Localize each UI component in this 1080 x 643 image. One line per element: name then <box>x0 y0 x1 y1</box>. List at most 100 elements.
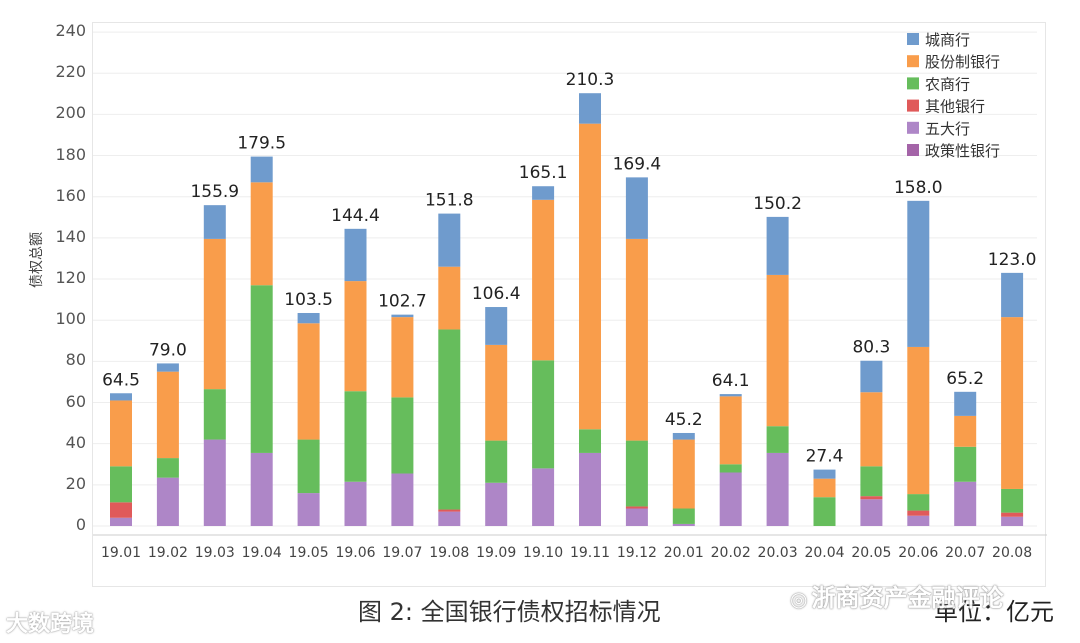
bar-segment <box>766 274 789 427</box>
bar-segment <box>860 499 883 526</box>
wechat-icon: ◎ <box>790 587 808 611</box>
bar-segment <box>625 177 648 239</box>
bar-segment <box>532 199 555 361</box>
x-tick-label: 19.03 <box>195 545 235 561</box>
bar-segment <box>344 281 367 392</box>
bar-total-label: 210.3 <box>566 70 615 90</box>
bar-segment <box>438 266 461 330</box>
bar-segment <box>391 314 414 318</box>
x-tick-label: 19.09 <box>476 545 516 561</box>
bar-segment <box>110 393 132 401</box>
y-tick-label: 0 <box>75 515 86 534</box>
bar-segment <box>203 389 226 440</box>
x-tick-label: 19.06 <box>335 545 375 561</box>
legend-swatch <box>907 144 919 156</box>
bar-segment <box>813 497 836 526</box>
bar-segment <box>907 510 930 516</box>
bar-segment <box>672 508 695 524</box>
data-labels: 64.5 19.01 79.0 19.02 155.9 19.03 179.5 19.04 10… <box>101 70 1036 561</box>
bar-total-label: 165.1 <box>519 163 568 183</box>
x-tick-label: 19.10 <box>523 545 563 561</box>
bar-segment <box>579 93 601 124</box>
x-tick-label: 20.05 <box>851 545 891 561</box>
bar-segment <box>438 509 461 512</box>
bar-segment <box>625 508 648 526</box>
bar-segment <box>156 363 179 372</box>
bar-segment <box>250 452 273 526</box>
bar-segment <box>954 391 977 416</box>
y-tick-label: 220 <box>55 62 86 82</box>
bar-segment <box>438 329 461 510</box>
y-tick-label: 160 <box>55 185 86 205</box>
bar-total-label: 65.2 <box>946 369 984 389</box>
bar-segment <box>297 312 320 324</box>
y-tick-label: 80 <box>65 350 86 370</box>
bar-segment <box>156 477 179 526</box>
legend-swatch <box>907 55 919 68</box>
bar-segment <box>485 344 508 441</box>
watermark-right-text: 浙商资产金融评论 <box>811 584 1004 612</box>
bar-total-label: 103.5 <box>284 290 333 310</box>
bar-segment <box>672 439 695 509</box>
bar-segment <box>344 391 367 482</box>
bar-segment <box>532 186 555 200</box>
bar-segment <box>250 285 273 453</box>
bar-total-label: 151.8 <box>425 191 474 211</box>
bar-segment <box>860 392 883 467</box>
figure-caption: 图 2: 全国银行债权招标情况 <box>358 598 661 626</box>
bar-segment <box>954 446 977 482</box>
stacked-bar-chart: 64.5 19.01 79.0 19.02 155.9 19.03 179.5 19.04 10… <box>93 31 1047 561</box>
x-tick-label: 19.02 <box>148 545 188 561</box>
bar-segment <box>719 394 742 397</box>
bar-segment <box>766 216 789 275</box>
bar-segment <box>579 452 601 526</box>
bar-segment <box>391 473 414 526</box>
unit-label: 单位：亿元 <box>934 598 1054 626</box>
bar-segment <box>766 426 789 453</box>
bar-segment <box>719 472 742 526</box>
bar-segment <box>1001 488 1024 513</box>
x-tick-label: 20.01 <box>664 545 704 561</box>
y-tick-label: 100 <box>55 309 86 329</box>
y-tick-label: 60 <box>65 391 86 411</box>
bar-segment <box>485 307 508 345</box>
bar-total-label: 150.2 <box>753 194 802 214</box>
bar-segment <box>860 360 883 393</box>
bar-segment <box>1001 272 1024 318</box>
bar-segment <box>907 346 930 495</box>
y-tick-label: 40 <box>65 432 86 452</box>
bar-segment <box>672 523 695 526</box>
bar-segment <box>954 415 977 447</box>
watermark-left: 大数跨境 <box>6 606 94 638</box>
x-tick-label: 19.11 <box>570 545 610 561</box>
bar-total-label: 45.2 <box>665 410 703 430</box>
watermark-left-text: 大数跨境 <box>6 612 95 637</box>
x-tick-label: 19.01 <box>101 545 141 561</box>
watermark-right: ◎ 浙商资产金融评论 <box>790 578 1003 613</box>
bar-segment <box>1001 317 1024 489</box>
y-tick-label: 240 <box>55 21 86 41</box>
bar-segment <box>156 371 179 459</box>
legend-swatch <box>907 99 919 112</box>
bar-segment <box>156 458 179 478</box>
x-tick-label: 20.02 <box>711 545 751 561</box>
bar-segment <box>954 481 977 526</box>
bar-segment <box>813 478 836 498</box>
bar-segment <box>391 397 414 474</box>
bar-segment <box>438 511 461 526</box>
bar-total-label: 64.1 <box>712 371 750 391</box>
bar-segment <box>1001 512 1024 517</box>
bar-segment <box>860 466 883 497</box>
bar-total-label: 64.5 <box>102 370 140 390</box>
y-tick-label: 120 <box>55 268 86 288</box>
y-tick-label: 140 <box>55 226 86 246</box>
legend-swatch <box>907 33 919 45</box>
bar-segment <box>766 452 789 526</box>
bar-segment <box>625 440 648 507</box>
chart-frame: 64.5 19.01 79.0 19.02 155.9 19.03 179.5 19.04 10… <box>92 22 1047 587</box>
bar-segment <box>485 440 508 483</box>
bar-segment <box>391 317 414 398</box>
bar-segment <box>297 493 320 526</box>
bar-total-label: 123.0 <box>988 250 1037 270</box>
bar-total-label: 155.9 <box>190 182 239 202</box>
